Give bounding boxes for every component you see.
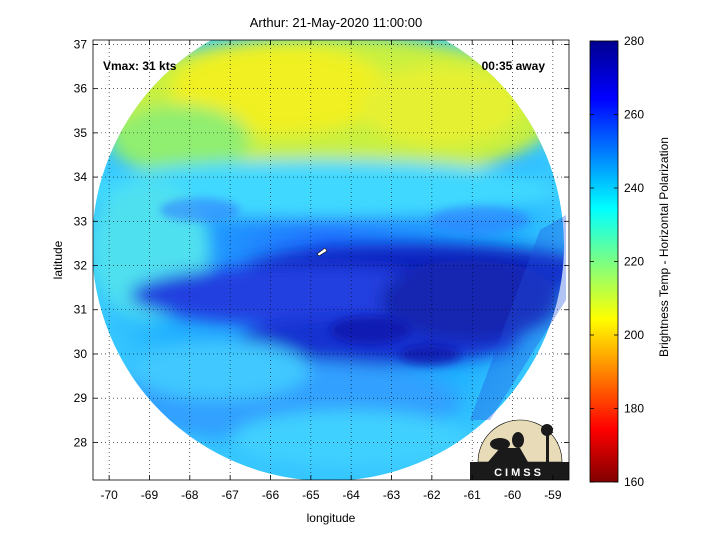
x-tick-label: -70: [100, 488, 118, 502]
x-tick-label: -68: [181, 488, 199, 502]
y-tick-label: 35: [74, 126, 88, 140]
colorbar-tick-label: 200: [624, 328, 644, 342]
x-tick-label: -59: [544, 488, 562, 502]
chart-title: Arthur: 21-May-2020 11:00:00: [250, 15, 422, 30]
y-tick-labels: 28 29 30 31 32 33 34 35 36 37: [74, 37, 88, 449]
y-tick-label: 36: [74, 82, 88, 96]
y-tick-label: 28: [74, 435, 88, 449]
time-away-annotation: 00:35 away: [482, 59, 546, 73]
x-tick-labels: -70 -69 -68 -67 -66 -65 -64 -63 -62 -61 -60 -59: [100, 488, 561, 502]
y-axis-label: latitude: [51, 240, 65, 279]
cimss-logo: CIMSS: [470, 419, 569, 480]
brightness-temperature-image: [93, 40, 566, 480]
x-tick-label: -60: [504, 488, 522, 502]
colorbar-gradient: [589, 40, 619, 483]
x-tick-label: -64: [342, 488, 360, 502]
x-tick-label: -67: [221, 488, 239, 502]
x-tick-label: -61: [464, 488, 482, 502]
y-tick-label: 34: [74, 170, 88, 184]
colorbar-label: Brightness Temp - Horizontal Polarizatio…: [657, 137, 671, 357]
y-tick-label: 31: [74, 303, 88, 317]
colorbar-tick-label: 220: [624, 255, 644, 269]
y-tick-label: 29: [74, 391, 88, 405]
colorbar-tick-label: 180: [624, 402, 644, 416]
cimss-logo-text: CIMSS: [494, 467, 544, 479]
x-tick-label: -66: [262, 488, 280, 502]
colorbar-tick-label: 280: [624, 34, 644, 48]
colorbar-ticks: 160 180 200 220 240 260 280: [590, 34, 644, 489]
y-tick-label: 33: [74, 214, 88, 228]
y-tick-label: 30: [74, 347, 88, 361]
x-tick-label: -69: [141, 488, 159, 502]
x-tick-label: -63: [383, 488, 401, 502]
y-tick-label: 37: [74, 37, 88, 51]
x-tick-label: -65: [302, 488, 320, 502]
ticks: [93, 40, 569, 480]
axes-frame: [92, 39, 570, 481]
plot-area: Vmax: 31 kts 00:35 away CIMSS: [92, 39, 570, 481]
colorbar-tick-label: 260: [624, 108, 644, 122]
x-tick-label: -62: [423, 488, 441, 502]
y-tick-label: 32: [74, 259, 88, 273]
vmax-annotation: Vmax: 31 kts: [103, 59, 177, 73]
colorbar-tick-label: 240: [624, 181, 644, 195]
colorbar-tick-label: 160: [624, 475, 644, 489]
x-axis-label: longitude: [307, 511, 356, 525]
colorbar: 160 180 200 220 240 260 280 Brightness Temp - …: [589, 34, 671, 489]
